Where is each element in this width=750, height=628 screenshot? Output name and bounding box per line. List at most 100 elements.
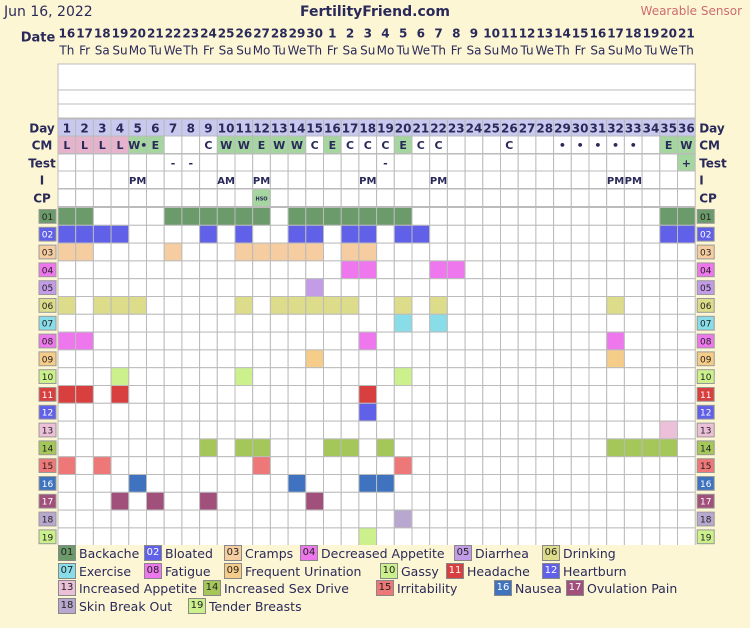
date-label: 19 <box>112 27 129 41</box>
symptom-cell <box>269 313 289 333</box>
date-label: 29 <box>289 27 306 41</box>
test-cell <box>659 153 678 172</box>
intercourse-cell <box>411 170 431 189</box>
symptom-cell <box>340 474 360 493</box>
symptom-cell <box>92 260 112 280</box>
symptom-cell <box>252 509 271 529</box>
symptom-code-box <box>38 333 57 349</box>
symptom-cell <box>535 474 555 493</box>
intercourse-mark: PM <box>253 176 270 187</box>
symptom-cell <box>606 456 625 476</box>
symptom-cell <box>464 349 484 369</box>
symptom-cell <box>146 509 165 529</box>
symptom-cell <box>588 474 608 493</box>
symptom-code-label-right: 14 <box>700 444 712 454</box>
symptom-code-box <box>38 404 57 420</box>
symptom-cell <box>287 313 307 333</box>
symptom-cell <box>429 367 448 387</box>
symptom-mark-01 <box>75 207 94 226</box>
symptom-cell <box>500 474 519 493</box>
symptom-cell <box>677 509 696 529</box>
symptom-cell <box>216 527 236 545</box>
symptom-cell <box>376 527 395 545</box>
test-cell <box>641 153 661 172</box>
test-mark: - <box>383 157 388 170</box>
symptom-cell <box>659 491 678 511</box>
symptom-cell <box>163 278 183 298</box>
symptom-cell <box>181 420 201 440</box>
date-label: 13 <box>536 27 553 41</box>
symptom-cell <box>482 420 501 440</box>
symptom-mark-15 <box>393 456 413 476</box>
i-row-label-right: I <box>699 173 703 187</box>
symptom-cell <box>429 456 448 476</box>
legend-label: Cramps <box>245 545 294 561</box>
symptom-cell <box>588 456 608 476</box>
day-label: 19 <box>377 121 394 135</box>
symptom-cell <box>128 331 148 351</box>
symptom-cell <box>464 527 484 545</box>
cp-cell <box>57 188 77 207</box>
intercourse-cell <box>376 170 395 189</box>
date-label: 30 <box>306 27 323 41</box>
site-title: FertilityFriend.com <box>300 4 450 20</box>
weekday-label: Tu <box>272 44 286 58</box>
date-label: 1 <box>328 27 336 41</box>
legend-item-15: 15 Irritability <box>376 580 457 596</box>
weekday-label: Mo <box>253 44 271 58</box>
date-label: 11 <box>501 27 518 41</box>
symptom-mark-14 <box>659 438 678 458</box>
symptom-cell <box>570 456 590 476</box>
symptom-cell <box>659 402 678 422</box>
symptom-cell <box>199 313 218 333</box>
symptom-cell <box>57 420 77 440</box>
symptom-cell <box>429 385 448 404</box>
cp-row-label: CP <box>33 191 51 205</box>
weekday-label: We <box>288 44 307 58</box>
symptom-cell <box>411 402 431 422</box>
intercourse-cell <box>269 170 289 189</box>
symptom-cell <box>323 260 342 280</box>
cm-cell <box>181 135 201 154</box>
symptom-cell <box>570 385 590 404</box>
symptom-cell <box>305 385 324 404</box>
symptom-cell <box>659 527 678 545</box>
symptom-code-label-right: 15 <box>700 462 711 472</box>
symptom-code-label-right: 08 <box>700 338 712 348</box>
cm-mark: L <box>81 139 88 152</box>
symptom-code-box <box>38 226 57 242</box>
test-cell <box>429 153 448 172</box>
test-cell <box>517 153 537 172</box>
symptom-cell <box>411 367 431 387</box>
date-label: 27 <box>253 27 270 41</box>
symptom-code-box-right <box>696 315 715 331</box>
symptom-cell <box>588 224 608 244</box>
symptom-cell <box>446 278 466 298</box>
symptom-cell <box>75 456 94 476</box>
day-label: 29 <box>554 121 571 135</box>
legend-code-box: 09 <box>224 563 242 579</box>
symptom-cell <box>464 438 484 458</box>
symptom-cell <box>252 224 271 244</box>
symptom-mark-15 <box>252 456 271 476</box>
symptom-cell <box>146 456 165 476</box>
symptom-cell <box>429 420 448 440</box>
symptom-cell <box>128 242 148 262</box>
cm-mark: W <box>680 139 692 152</box>
symptom-cell <box>641 385 661 404</box>
symptom-cell <box>677 527 696 545</box>
symptom-cell <box>464 224 484 244</box>
symptom-mark-02 <box>393 224 413 244</box>
symptom-cell <box>482 402 501 422</box>
symptom-cell <box>429 207 448 226</box>
wearable-sensor-label[interactable]: Wearable Sensor <box>640 4 742 18</box>
symptom-cell <box>305 527 324 545</box>
symptom-mark-03 <box>305 242 324 262</box>
symptom-cell <box>411 491 431 511</box>
cp-cell <box>358 188 378 207</box>
date-label: 20 <box>129 27 146 41</box>
symptom-code-box-right <box>696 422 715 438</box>
symptom-cell <box>482 385 501 404</box>
legend-label: Bloated <box>165 545 213 561</box>
symptom-cell <box>57 438 77 458</box>
